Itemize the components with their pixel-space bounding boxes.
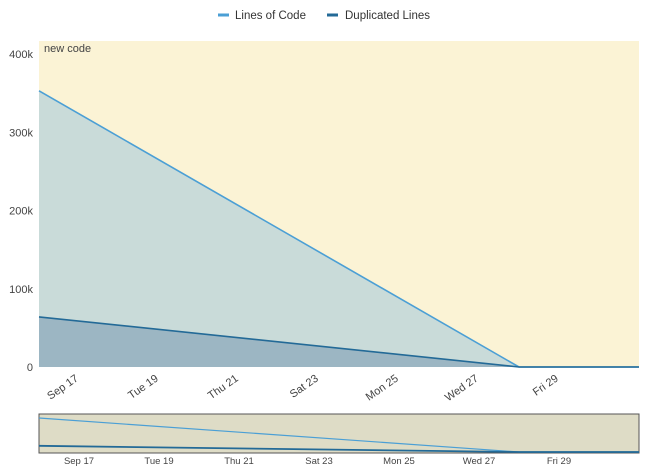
main-plot: new code 0 100k 200k 300k 400k Sep 17 Tue 19 T… (9, 41, 639, 404)
overview-x-tick-label: Sep 17 (64, 456, 94, 467)
y-tick-label: 0 (27, 362, 33, 374)
area-lines-of-code (39, 90, 639, 367)
x-tick-label: Sat 23 (288, 373, 321, 401)
legend-item-duplicated-lines[interactable]: Duplicated Lines (327, 10, 430, 22)
overview-x-tick-label: Thu 21 (224, 456, 254, 467)
overview-x-tick-label: Mon 25 (383, 456, 415, 467)
x-tick-label: Wed 27 (443, 373, 481, 404)
series-layer (38, 90, 639, 368)
overview-x-tick-label: Wed 27 (463, 456, 496, 467)
line-duplicated-lines (38, 316, 639, 368)
new-code-label: new code (44, 43, 91, 55)
y-axis: 0 100k 200k 300k 400k (9, 49, 33, 374)
x-tick-label: Thu 21 (206, 373, 241, 402)
overview-x-tick-label: Sat 23 (305, 456, 332, 467)
legend-label-duplicated-lines: Duplicated Lines (345, 10, 430, 22)
legend: Lines of Code Duplicated Lines (218, 10, 430, 22)
legend-label-lines-of-code: Lines of Code (235, 10, 306, 22)
legend-item-lines-of-code[interactable]: Lines of Code (218, 10, 306, 22)
overview-x-axis: Sep 17 Tue 19 Thu 21 Sat 23 Mon 25 Wed 27 Fri … (64, 456, 571, 467)
x-axis: Sep 17 Tue 19 Thu 21 Sat 23 Mon 25 Wed 27 Fri … (45, 373, 560, 404)
x-tick-label: Fri 29 (531, 373, 561, 399)
y-tick-label: 200k (9, 206, 33, 218)
overview-series (38, 417, 639, 453)
y-tick-label: 100k (9, 284, 33, 296)
overview-x-tick-label: Fri 29 (547, 456, 571, 467)
x-tick-label: Sep 17 (45, 373, 80, 403)
x-tick-label: Tue 19 (126, 373, 161, 402)
y-tick-label: 400k (9, 49, 33, 61)
area-duplicated-lines (39, 316, 639, 367)
x-tick-label: Mon 25 (364, 373, 401, 404)
overview-x-tick-label: Tue 19 (144, 456, 173, 467)
overview-line-duplicated-lines (38, 444, 639, 453)
y-tick-label: 300k (9, 127, 33, 139)
overview-navigator[interactable]: Sep 17 Tue 19 Thu 21 Sat 23 Mon 25 Wed 27 Fri … (38, 413, 640, 467)
